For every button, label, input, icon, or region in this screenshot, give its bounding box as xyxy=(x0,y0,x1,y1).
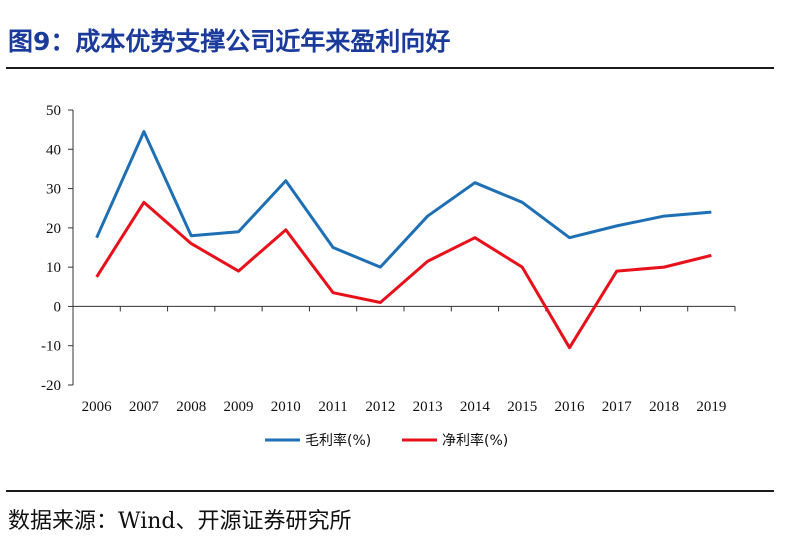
x-tick-label: 2015 xyxy=(507,399,537,415)
x-tick-label: 2017 xyxy=(602,399,633,415)
x-tick-label: 2014 xyxy=(460,399,491,415)
y-tick-label: -20 xyxy=(41,378,61,394)
x-tick-label: 2009 xyxy=(224,399,254,415)
x-tick-label: 2008 xyxy=(176,399,206,415)
chart-series xyxy=(95,130,712,350)
y-tick-label: 50 xyxy=(46,103,61,119)
series-line xyxy=(95,200,712,350)
x-tick-label: 2012 xyxy=(365,399,395,415)
chart-legend: 毛利率(%) 净利率(%) xyxy=(265,432,508,449)
x-tick-label: 2006 xyxy=(82,399,113,415)
y-tick-label: 10 xyxy=(46,260,61,276)
y-tick-label: 40 xyxy=(46,142,61,158)
y-tick-label: -10 xyxy=(41,339,61,355)
x-tick-label: 2010 xyxy=(271,399,301,415)
y-tick-label: 30 xyxy=(46,182,61,198)
y-tick-label: 20 xyxy=(46,221,61,237)
source-divider xyxy=(6,490,774,492)
series-line xyxy=(95,130,712,269)
x-tick-label: 2019 xyxy=(696,399,726,415)
chart-title: 图9：成本优势支撑公司近年来盈利向好 xyxy=(8,27,451,56)
line-chart: -20 -10 0 10 20 30 40 50 2006 2007 2008 2009 2010 201… xyxy=(41,103,736,449)
x-tick-label: 2007 xyxy=(129,399,160,415)
y-tick-label: 0 xyxy=(54,299,62,315)
x-tick-label: 2018 xyxy=(649,399,679,415)
x-tick-label: 2011 xyxy=(318,399,347,415)
x-tick-label: 2016 xyxy=(555,399,586,415)
x-tick-label: 2013 xyxy=(413,399,443,415)
chart-axes: -20 -10 0 10 20 30 40 50 2006 2007 2008 2009 2010 201… xyxy=(41,103,736,415)
data-source: 数据来源：Wind、开源证券研究所 xyxy=(8,509,352,534)
title-divider xyxy=(6,67,774,69)
legend-label: 净利率(%) xyxy=(442,432,508,449)
legend-label: 毛利率(%) xyxy=(305,432,371,449)
